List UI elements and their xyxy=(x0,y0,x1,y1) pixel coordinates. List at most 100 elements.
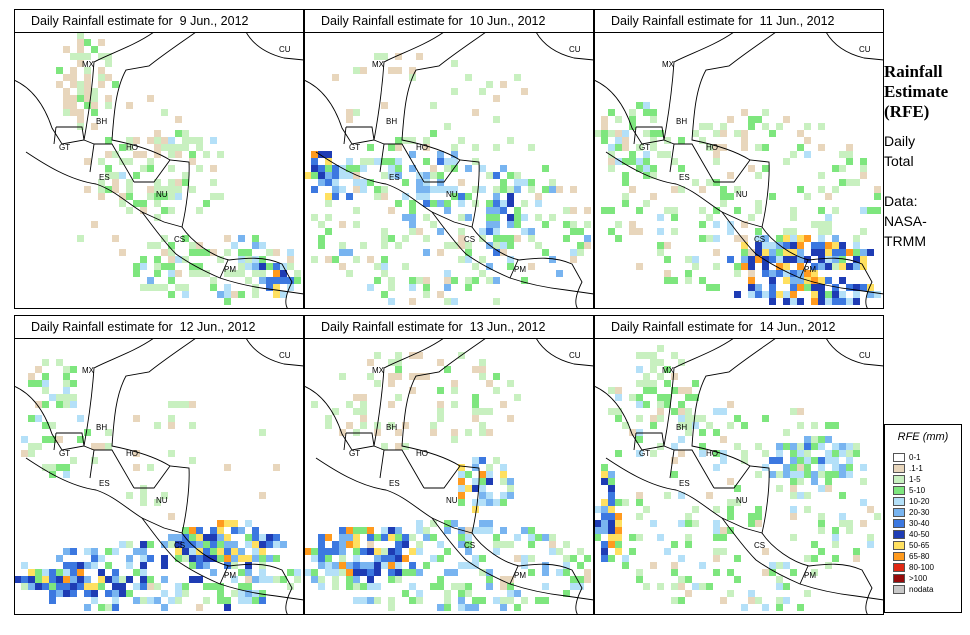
rain-cell xyxy=(77,116,84,123)
rain-cell xyxy=(444,158,451,165)
rain-cell xyxy=(444,548,451,555)
rain-cell xyxy=(154,499,161,506)
rain-cell xyxy=(776,256,783,263)
country-label: BH xyxy=(96,117,107,126)
rain-cell xyxy=(563,221,570,228)
rain-cell xyxy=(175,583,182,590)
source-label: Data: xyxy=(884,193,918,209)
rain-cell xyxy=(42,436,49,443)
rain-cell xyxy=(126,228,133,235)
rain-cell xyxy=(70,81,77,88)
rain-cell xyxy=(112,151,119,158)
rain-cell xyxy=(353,408,360,415)
rain-cell xyxy=(451,193,458,200)
rain-cell xyxy=(734,263,741,270)
rain-cell xyxy=(252,242,259,249)
rain-cell xyxy=(479,366,486,373)
rain-cell xyxy=(63,380,70,387)
rain-cell xyxy=(423,562,430,569)
rain-cell xyxy=(388,165,395,172)
rain-cell xyxy=(245,569,252,576)
rain-cell xyxy=(769,457,776,464)
rain-cell xyxy=(217,291,224,298)
rain-cell xyxy=(273,464,280,471)
rain-cell xyxy=(84,158,91,165)
rain-cell xyxy=(112,200,119,207)
rain-cell xyxy=(853,298,860,305)
country-label: NU xyxy=(446,190,458,199)
rain-cell xyxy=(42,380,49,387)
rain-cell xyxy=(154,137,161,144)
rain-cell xyxy=(395,352,402,359)
rain-cell xyxy=(112,186,119,193)
rain-cell xyxy=(210,422,217,429)
rain-cell xyxy=(748,597,755,604)
rain-cell xyxy=(416,597,423,604)
rain-cell xyxy=(168,471,175,478)
rain-cell xyxy=(720,123,727,130)
rain-cell xyxy=(486,214,493,221)
rain-cell xyxy=(126,137,133,144)
rain-cell xyxy=(339,249,346,256)
rain-cell xyxy=(762,242,769,249)
rain-cell xyxy=(713,158,720,165)
rain-cell xyxy=(210,583,217,590)
rain-cell xyxy=(210,277,217,284)
rain-cell xyxy=(416,373,423,380)
rain-field xyxy=(594,345,881,611)
rain-cell xyxy=(720,186,727,193)
rain-cell xyxy=(577,583,584,590)
rain-cell xyxy=(35,576,42,583)
rain-cell xyxy=(493,95,500,102)
heading-estimate: Estimate xyxy=(884,82,949,101)
rain-cell xyxy=(776,604,783,611)
rain-cell xyxy=(615,130,622,137)
rain-cell xyxy=(133,151,140,158)
rain-cell xyxy=(126,207,133,214)
rain-cell xyxy=(577,249,584,256)
rain-cell xyxy=(458,242,465,249)
rain-cell xyxy=(584,235,591,242)
rain-cell xyxy=(217,583,224,590)
rain-cell xyxy=(444,520,451,527)
rain-cell xyxy=(311,172,318,179)
rain-cell xyxy=(741,144,748,151)
coastline xyxy=(245,338,304,367)
rain-cell xyxy=(154,270,161,277)
rain-cell xyxy=(217,597,224,604)
rain-cell xyxy=(367,562,374,569)
rain-cell xyxy=(77,576,84,583)
rain-cell xyxy=(416,186,423,193)
rain-cell xyxy=(762,249,769,256)
rain-cell xyxy=(867,207,874,214)
rain-cell xyxy=(381,235,388,242)
rain-cell xyxy=(388,172,395,179)
rain-cell xyxy=(507,193,514,200)
rain-cell xyxy=(367,256,374,263)
rain-cell xyxy=(395,200,402,207)
rain-cell xyxy=(860,207,867,214)
rain-cell xyxy=(734,130,741,137)
rain-cell xyxy=(252,527,259,534)
rain-cell xyxy=(374,583,381,590)
rain-cell xyxy=(636,158,643,165)
rain-cell xyxy=(98,555,105,562)
legend-swatch xyxy=(893,563,905,572)
rain-cell xyxy=(311,576,318,583)
rain-cell xyxy=(472,401,479,408)
rain-cell xyxy=(493,277,500,284)
rain-cell xyxy=(423,249,430,256)
rain-cell xyxy=(98,158,105,165)
legend-label: 1-5 xyxy=(909,475,921,484)
rain-cell xyxy=(63,562,70,569)
rain-cell xyxy=(755,116,762,123)
rain-cell xyxy=(147,541,154,548)
rain-cell xyxy=(671,597,678,604)
rain-cell xyxy=(713,534,720,541)
country-label: CS xyxy=(754,235,765,244)
rain-cell xyxy=(860,165,867,172)
rain-cell xyxy=(196,249,203,256)
rain-cell xyxy=(42,583,49,590)
rain-cell xyxy=(84,583,91,590)
